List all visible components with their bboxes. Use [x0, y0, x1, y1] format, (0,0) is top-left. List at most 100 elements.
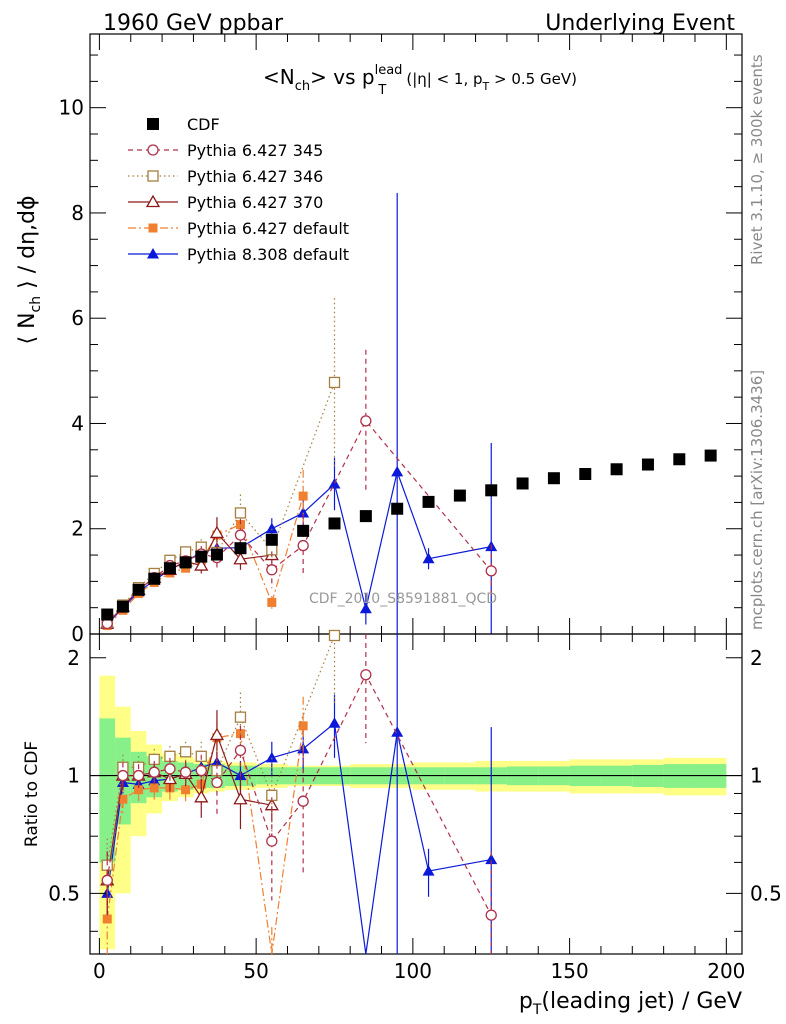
main-ylabel: ⟨ Nch ⟩ / dη,dϕ	[15, 196, 44, 345]
main-data-point	[163, 562, 176, 575]
analysis-tag: CDF_2010_S8591881_QCD	[309, 591, 497, 607]
title-part-sub2: T	[377, 83, 386, 98]
ratio-y-tick-label: 2	[67, 646, 80, 670]
main-y-tick-label: 2	[71, 517, 84, 541]
ratio-data-point	[209, 727, 225, 741]
legend-item: Pythia 6.427 345	[128, 141, 323, 160]
main-data-point	[610, 463, 623, 476]
legend-label: Pythia 6.427 default	[187, 219, 349, 238]
ratio-frame	[89, 633, 743, 955]
ratio-y-tick-label: 1	[67, 764, 80, 788]
ratio-y-tick-label: 0.5	[48, 881, 80, 905]
header-right: Underlying Event	[545, 11, 735, 36]
main-data-point	[422, 495, 435, 508]
main-series-pythia-6-427-346	[101, 298, 341, 629]
main-data-point	[234, 542, 247, 555]
ratio-data-point	[102, 914, 112, 924]
ratio-data-point	[234, 744, 247, 756]
main-data-point	[297, 539, 309, 552]
x-tick-label: 150	[551, 959, 589, 983]
main-y-tick-label: 8	[71, 201, 84, 225]
legend-label: Pythia 6.427 370	[187, 193, 323, 212]
main-data-point	[265, 522, 278, 534]
ratio-axes: 0.5 0.5 1 1 2 2 0 50 100 150 200	[48, 634, 782, 983]
ratio-data-point	[194, 789, 209, 803]
legend-swatch-marker	[147, 118, 159, 130]
main-data-point	[359, 602, 372, 614]
ratio-data-point	[297, 795, 309, 807]
ratio-data-point	[328, 717, 341, 728]
ratio-data-point	[134, 785, 144, 795]
ylabel-part-b: ⟩ / dη,dϕ	[15, 196, 40, 296]
main-data-point	[422, 552, 435, 564]
main-content	[100, 192, 717, 634]
xlabel: pT(leading jet) / GeV	[519, 989, 742, 1018]
ratio-data-point	[101, 874, 113, 886]
main-y-tick-label: 0	[71, 622, 84, 646]
ratio-data-point	[360, 669, 372, 681]
ratio-data-point	[298, 721, 308, 731]
legend-item: Pythia 6.427 346	[128, 167, 323, 186]
ratio-data-point	[149, 783, 159, 793]
main-data-point	[194, 558, 209, 571]
ratio-data-point	[391, 726, 404, 737]
title-part-sup: lead	[375, 63, 403, 78]
ratio-data-point	[117, 769, 129, 782]
main-data-point	[195, 550, 208, 563]
legend-label: Pythia 6.427 346	[187, 167, 323, 186]
ratio-data-point	[118, 794, 128, 804]
ratio-data-point	[179, 746, 192, 758]
legend-swatch-marker	[147, 170, 159, 182]
x-tick-label: 200	[707, 959, 745, 983]
x-tick-label: 100	[394, 959, 432, 983]
x-tick-label: 50	[243, 959, 268, 983]
ratio-data-point	[148, 766, 160, 778]
main-data-point	[266, 564, 278, 576]
main-data-point	[234, 529, 247, 541]
ratio-data-point	[179, 766, 192, 778]
legend-item: CDF	[147, 115, 220, 134]
ratio-data-point	[422, 865, 435, 876]
main-data-point	[579, 468, 592, 480]
ratio-data-point	[265, 751, 278, 763]
ratio-data-point	[132, 769, 145, 782]
ratio-data-point	[234, 711, 247, 723]
main-data-point	[547, 472, 560, 485]
ratio-data-point	[233, 791, 248, 805]
title-part-mid: > vs p	[310, 65, 374, 89]
main-data-point	[328, 376, 341, 389]
main-data-point	[265, 533, 278, 546]
legend-swatch-marker	[147, 144, 159, 156]
main-data-point	[485, 484, 498, 497]
main-data-point	[298, 491, 308, 501]
main-data-point	[267, 597, 277, 607]
main-data-point	[297, 524, 310, 537]
ylabel-part-sub: ch	[28, 296, 44, 313]
ratio-panel: 0.5 0.5 1 1 2 2 0 50 100 150 200 Ratio to CDF pT(l…	[22, 629, 782, 1018]
main-y-tick-label: 6	[71, 306, 84, 330]
main-series-line	[106, 531, 272, 624]
main-data-point	[234, 507, 247, 519]
title-part-sub1: ch	[295, 79, 310, 94]
ratio-data-point	[211, 776, 223, 789]
main-data-point	[516, 477, 529, 490]
ratio-data-point	[181, 785, 191, 795]
ratio-band-stat	[99, 718, 116, 863]
main-data-point	[328, 517, 341, 530]
main-data-point	[704, 449, 717, 462]
xlabel-part-sub: T	[532, 1002, 542, 1018]
ratio-data-point	[266, 835, 278, 847]
legend-item: Pythia 8.308 default	[128, 245, 349, 264]
title-part-tail-sub: T	[482, 80, 490, 93]
main-data-point	[132, 583, 145, 596]
main-data-point	[391, 502, 404, 515]
main-data-point	[485, 565, 497, 577]
ratio-series-line	[106, 725, 304, 955]
legend-swatch-marker	[147, 248, 159, 259]
ratio-data-point	[485, 853, 498, 865]
ratio-series-line	[106, 722, 492, 955]
rivet-label: Rivet 3.1.10, ≥ 300k events	[748, 54, 766, 265]
main-series-line	[106, 469, 492, 625]
ratio-y-tick-label-right: 2	[750, 646, 763, 670]
